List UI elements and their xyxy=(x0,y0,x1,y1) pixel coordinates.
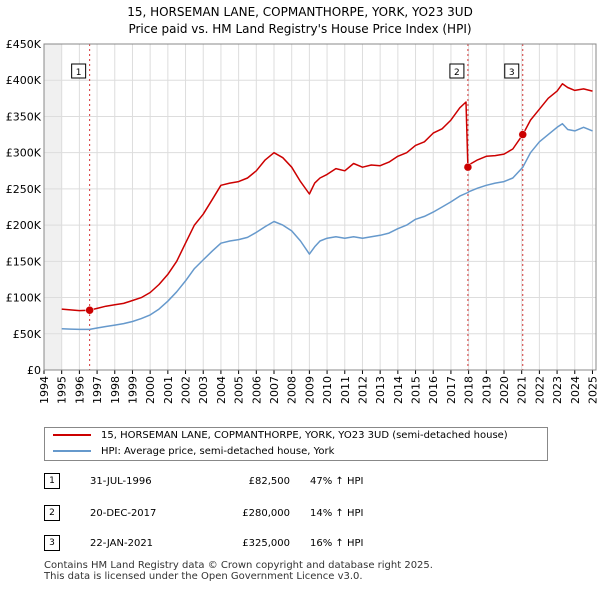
x-tick-label: 2013 xyxy=(374,376,387,404)
licence-line: This data is licensed under the Open Gov… xyxy=(44,571,363,582)
legend-label-hpi: HPI: Average price, semi-detached house,… xyxy=(101,446,335,457)
sale-marker-layer: 1 2 3 xyxy=(71,63,528,315)
sale-line-layer xyxy=(89,44,524,370)
sale-date: 31-JUL-1996 xyxy=(90,476,152,487)
chart-legend: 15, HORSEMAN LANE, COPMANTHORPE, YORK, Y… xyxy=(44,427,548,461)
x-tick-label: 2012 xyxy=(356,376,369,404)
x-tick-label: 2003 xyxy=(197,376,210,404)
axis-layer: £0 £50K £100K £150K £200K £250K £300K £350K £400… xyxy=(6,38,600,404)
x-tick-label: 2006 xyxy=(250,376,263,404)
sale-hpi-change: 16% ↑ HPI xyxy=(310,538,364,549)
legend-label-property: 15, HORSEMAN LANE, COPMANTHORPE, YORK, Y… xyxy=(101,430,508,441)
sale-label-box xyxy=(504,63,520,79)
price-chart: 1 2 3 £0 £50K £100K £150K £200K £250K £300K £350K… xyxy=(6,38,600,404)
x-tick-label: 1996 xyxy=(73,376,86,404)
sale-row: 2 20-DEC-2017 £280,000 14% ↑ HPI xyxy=(44,504,464,524)
series-layer xyxy=(61,83,593,331)
y-tick-label: £400K xyxy=(6,74,42,87)
x-tick-label: 2017 xyxy=(445,376,458,404)
y-tick-label: £300K xyxy=(6,147,42,160)
series-line-property xyxy=(61,83,593,312)
sale-row: 1 31-JUL-1996 £82,500 47% ↑ HPI xyxy=(44,472,464,492)
x-tick-label: 2008 xyxy=(286,376,299,404)
sale-number-badge: 2 xyxy=(44,505,60,521)
sale-price: £280,000 xyxy=(242,508,290,519)
pre-data-shading xyxy=(44,44,62,370)
sale-point xyxy=(463,162,473,172)
sale-number-badge: 3 xyxy=(44,535,60,551)
x-tick-label: 2025 xyxy=(586,376,599,404)
chart-title-line: 15, HORSEMAN LANE, COPMANTHORPE, YORK, Y… xyxy=(127,5,473,19)
x-tick-label: 2000 xyxy=(144,376,157,404)
legend-item-hpi: HPI: Average price, semi-detached house,… xyxy=(53,444,334,460)
x-tick-label: 2016 xyxy=(427,376,440,404)
sale-hpi-change: 47% ↑ HPI xyxy=(310,476,364,487)
x-tick-label: 2007 xyxy=(268,376,281,404)
x-tick-label: 2019 xyxy=(480,376,493,404)
sale-label-box xyxy=(71,63,87,79)
x-tick-label: 1998 xyxy=(109,376,122,404)
chart-subtitle-line: Price paid vs. HM Land Registry's House … xyxy=(128,22,472,36)
attribution-footer: Contains HM Land Registry data © Crown c… xyxy=(44,560,433,582)
x-tick-label: 2005 xyxy=(233,376,246,404)
y-tick-label: £200K xyxy=(6,219,42,232)
y-tick-label: £50K xyxy=(13,328,42,341)
legend-swatch-hpi xyxy=(53,450,91,452)
sale-price: £325,000 xyxy=(242,538,290,549)
y-tick-label: £450K xyxy=(6,38,42,51)
x-tick-label: 2010 xyxy=(321,376,334,404)
x-tick-label: 2023 xyxy=(551,376,564,404)
x-tick-label: 2002 xyxy=(180,376,193,404)
y-tick-label: £100K xyxy=(6,292,42,305)
series-line-hpi xyxy=(61,122,593,331)
sale-point xyxy=(518,130,528,139)
x-tick-label: 1994 xyxy=(38,376,51,404)
sale-number-badge: 1 xyxy=(44,473,60,489)
sale-point xyxy=(85,305,94,315)
sale-hpi-change: 14% ↑ HPI xyxy=(310,508,364,519)
legend-swatch-property xyxy=(53,434,91,436)
chart-title: 15, HORSEMAN LANE, COPMANTHORPE, YORK, Y… xyxy=(0,4,600,38)
x-tick-label: 2004 xyxy=(215,376,228,404)
sale-date: 22-JAN-2021 xyxy=(90,538,154,549)
sale-label-number: 3 xyxy=(509,68,515,78)
plot-frame xyxy=(43,43,597,371)
legend-item-property: 15, HORSEMAN LANE, COPMANTHORPE, YORK, Y… xyxy=(53,428,508,444)
sale-label-number: 2 xyxy=(454,68,460,78)
x-tick-label: 2021 xyxy=(516,376,529,404)
x-tick-label: 2011 xyxy=(339,376,352,404)
y-tick-label: £250K xyxy=(6,183,42,196)
sale-date: 20-DEC-2017 xyxy=(90,508,157,519)
x-tick-label: 2018 xyxy=(463,376,476,404)
x-tick-label: 2024 xyxy=(569,376,582,404)
y-tick-label: £0 xyxy=(27,364,41,377)
x-tick-label: 1999 xyxy=(126,376,139,404)
sale-label-box xyxy=(449,63,465,79)
x-tick-label: 2014 xyxy=(392,376,405,404)
grid-layer xyxy=(43,43,596,371)
x-tick-label: 2001 xyxy=(162,376,175,404)
x-tick-label: 2022 xyxy=(533,376,546,404)
x-tick-label: 2020 xyxy=(498,376,511,404)
x-tick-label: 1997 xyxy=(91,376,104,404)
sale-price: £82,500 xyxy=(248,476,290,487)
attribution-line: Contains HM Land Registry data © Crown c… xyxy=(44,560,433,571)
x-tick-label: 2009 xyxy=(303,376,316,404)
y-tick-label: £150K xyxy=(6,255,42,268)
x-tick-label: 2015 xyxy=(410,376,423,404)
y-tick-label: £350K xyxy=(6,110,42,123)
sale-label-number: 1 xyxy=(76,68,82,78)
sale-row: 3 22-JAN-2021 £325,000 16% ↑ HPI xyxy=(44,534,464,554)
x-tick-label: 1995 xyxy=(56,376,69,404)
